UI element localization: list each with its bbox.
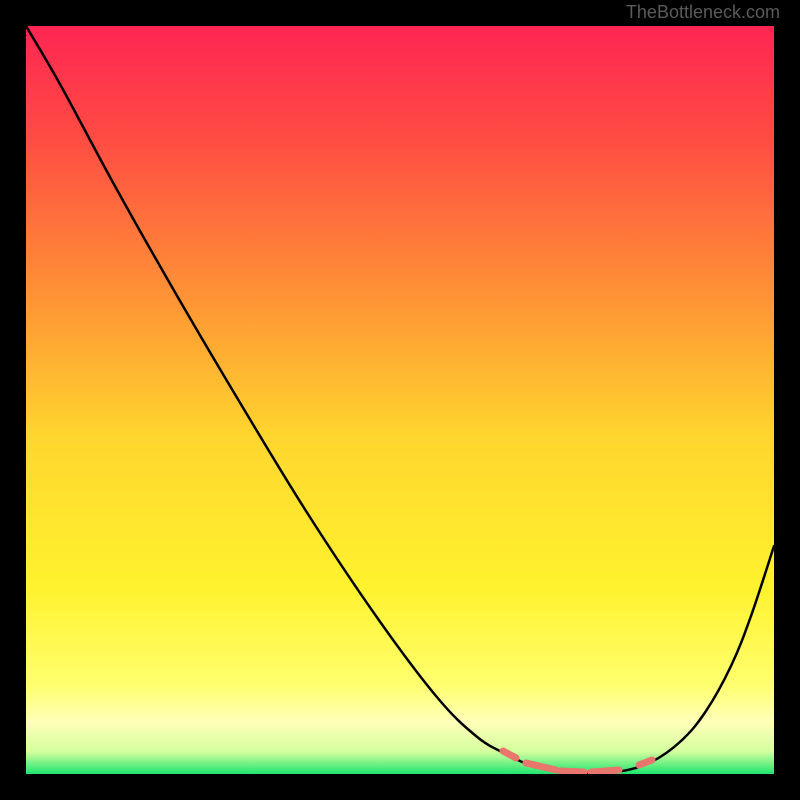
- bottleneck-curve: [26, 26, 774, 774]
- chart-area: [26, 26, 774, 774]
- watermark-text: TheBottleneck.com: [626, 2, 780, 23]
- curve-layer: [26, 26, 774, 774]
